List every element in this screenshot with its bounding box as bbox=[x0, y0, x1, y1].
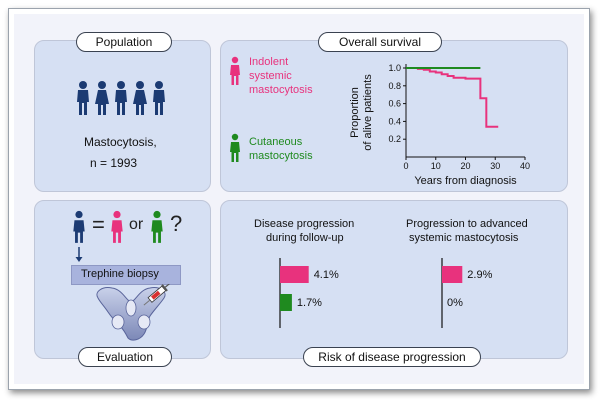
survival-xtick-label: 20 bbox=[460, 161, 470, 171]
survival-ylabel-line1: Proportion bbox=[349, 87, 361, 138]
trephine-biopsy-label: Trephine biopsy bbox=[81, 268, 159, 280]
pink-person-icon bbox=[111, 210, 123, 243]
risk-left-title-line2: during follow-up bbox=[266, 232, 344, 244]
population-people-icons bbox=[77, 81, 165, 115]
progression-advanced-bar-indolent bbox=[442, 266, 463, 283]
pelvis-syringe-icon bbox=[96, 284, 171, 341]
survival-ytick-label: 0.8 bbox=[388, 81, 401, 91]
survival-ylabel-line2: of alive patients bbox=[362, 74, 374, 151]
evaluation-title: Evaluation bbox=[78, 347, 172, 367]
down-arrow-icon bbox=[75, 247, 83, 262]
risk-panel bbox=[220, 200, 568, 359]
risk-chart-right: 2.9% 0% bbox=[441, 258, 493, 328]
person-female-icon bbox=[133, 81, 147, 115]
survival-title: Overall survival bbox=[318, 32, 442, 52]
survival-xtick-label: 10 bbox=[431, 161, 441, 171]
cutaneous-person-icon bbox=[230, 133, 240, 162]
survival-ytick-label: 0.2 bbox=[388, 134, 401, 144]
legend-indolent-line3: mastocytosis bbox=[249, 84, 313, 96]
progression-advanced-value-label: 0% bbox=[447, 297, 463, 309]
risk-left-title-line1: Disease progression bbox=[254, 218, 355, 230]
risk-title: Risk of disease progression bbox=[303, 347, 481, 367]
equals-sign: = bbox=[92, 212, 105, 237]
survival-xtick-label: 30 bbox=[490, 161, 500, 171]
question-mark: ? bbox=[170, 211, 183, 236]
survival-ytick-label: 1.0 bbox=[388, 63, 401, 73]
progression-followup-bar-indolent bbox=[280, 266, 309, 283]
population-title: Population bbox=[76, 32, 172, 52]
or-label: or bbox=[129, 216, 144, 233]
indolent-person-icon bbox=[230, 56, 240, 85]
survival-ytick-label: 0.6 bbox=[388, 99, 401, 109]
survival-indolent-line bbox=[406, 67, 499, 128]
legend-cutaneous-line2: mastocytosis bbox=[249, 150, 313, 162]
legend-indolent-line1: Indolent bbox=[249, 56, 289, 68]
risk-right-title-line1: Progression to advanced bbox=[406, 218, 528, 230]
survival-chart: Proportion of alive patients 0.2 0.4 0.6 0.8 1… bbox=[349, 63, 530, 187]
green-person-icon bbox=[151, 210, 163, 243]
progression-followup-bar-cutaneous bbox=[280, 294, 292, 311]
legend-indolent-line2: systemic bbox=[249, 70, 292, 82]
person-male-icon bbox=[77, 81, 89, 115]
survival-ytick-label: 0.4 bbox=[388, 116, 401, 126]
legend-cutaneous-line1: Cutaneous bbox=[249, 136, 303, 148]
population-panel bbox=[34, 40, 211, 192]
person-female-icon bbox=[95, 81, 109, 115]
population-disease-label: Mastocytosis, bbox=[84, 135, 157, 149]
population-count-label: n = 1993 bbox=[90, 156, 138, 170]
person-male-icon bbox=[115, 81, 127, 115]
progression-followup-value-label: 4.1% bbox=[314, 269, 339, 281]
survival-xtick-label: 40 bbox=[520, 161, 530, 171]
person-male-icon bbox=[153, 81, 165, 115]
risk-right-title-line2: systemic mastocytosis bbox=[409, 232, 519, 244]
survival-panel bbox=[220, 40, 568, 192]
trephine-biopsy-box bbox=[71, 265, 181, 285]
risk-chart-left: 4.1% 1.7% bbox=[279, 258, 339, 328]
navy-person-icon bbox=[73, 210, 85, 243]
progression-followup-value-label: 1.7% bbox=[297, 297, 322, 309]
survival-xtick-label: 0 bbox=[403, 161, 408, 171]
survival-xlabel: Years from diagnosis bbox=[414, 175, 517, 187]
progression-advanced-value-label: 2.9% bbox=[467, 269, 492, 281]
